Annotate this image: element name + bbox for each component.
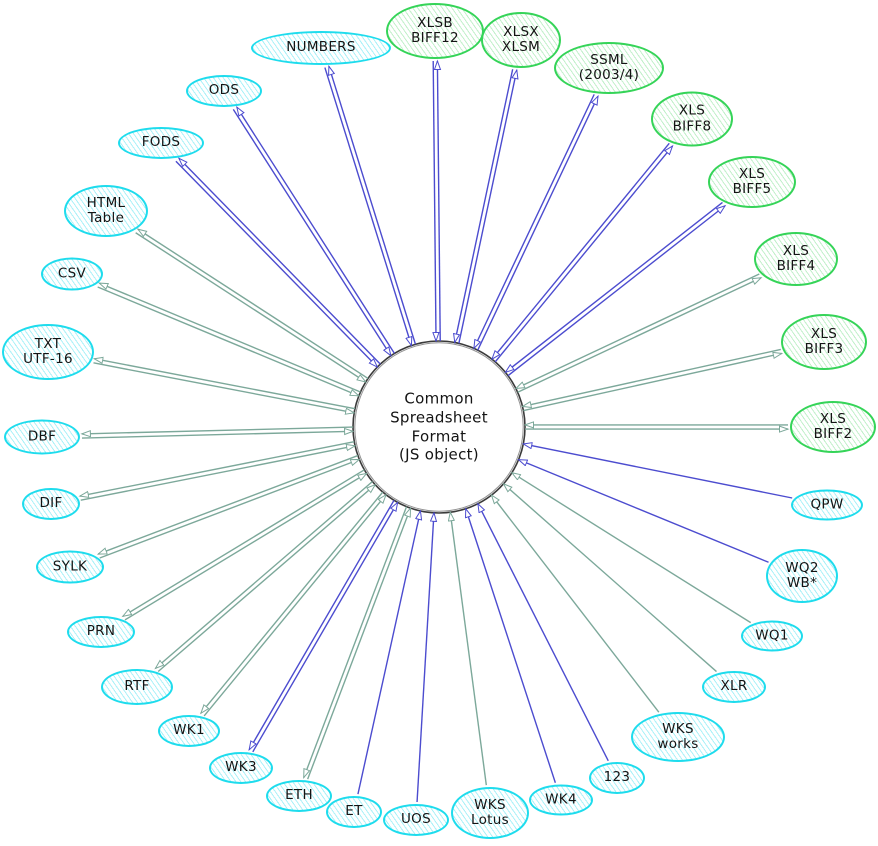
format-node-wks-works: WKS works bbox=[631, 712, 725, 762]
center-circle bbox=[352, 340, 526, 514]
edge-arrow bbox=[303, 506, 408, 778]
center-node-label: Common Spreadsheet Format (JS object) bbox=[390, 389, 488, 464]
format-node-eth: ETH bbox=[266, 780, 332, 812]
edge-arrow bbox=[455, 69, 514, 342]
format-node-dbf: DBF bbox=[4, 419, 80, 455]
edge-arrow bbox=[492, 142, 670, 359]
edge-arrow bbox=[523, 353, 781, 412]
format-node-txt: TXT UTF-16 bbox=[2, 324, 94, 380]
format-node-prn: PRN bbox=[67, 616, 135, 648]
edge-arrow bbox=[416, 513, 434, 803]
format-node-xlsb: XLSB BIFF12 bbox=[386, 3, 484, 59]
format-node-xls-biff5: XLS BIFF5 bbox=[708, 156, 796, 208]
edge-arrow bbox=[82, 426, 353, 434]
edge-arrow bbox=[507, 206, 725, 377]
format-node-dif: DIF bbox=[22, 488, 80, 520]
edge-arrow bbox=[138, 229, 369, 380]
format-node-ssml: SSML (2003/4) bbox=[554, 42, 664, 94]
edge-arrow bbox=[523, 444, 793, 499]
format-node-numbers: NUMBERS bbox=[251, 31, 391, 65]
edge-arrow bbox=[474, 94, 595, 348]
edge-arrow bbox=[237, 107, 396, 354]
edge-arrow bbox=[504, 484, 717, 673]
format-node-wq1: WQ1 bbox=[741, 620, 803, 652]
edge-arrow bbox=[517, 278, 761, 393]
edge-arrow bbox=[124, 473, 367, 621]
format-node-fods: FODS bbox=[118, 127, 204, 159]
edge-arrow bbox=[433, 61, 436, 341]
edge-arrow bbox=[523, 348, 781, 406]
format-node-123: 123 bbox=[589, 762, 645, 794]
edge-lines bbox=[80, 61, 793, 803]
edge-arrow bbox=[123, 469, 365, 617]
format-node-sylk: SYLK bbox=[36, 550, 104, 584]
format-node-et: ET bbox=[326, 796, 382, 828]
format-node-uos: UOS bbox=[383, 804, 449, 836]
edge-arrow bbox=[307, 508, 412, 780]
format-node-wk3: WK3 bbox=[209, 752, 273, 784]
format-node-qpw: QPW bbox=[791, 489, 863, 521]
edge-arrow bbox=[437, 61, 440, 341]
edge-arrow bbox=[201, 491, 384, 713]
format-node-html: HTML Table bbox=[64, 185, 148, 237]
edge-arrow bbox=[494, 146, 672, 363]
format-node-ods: ODS bbox=[186, 75, 262, 107]
edge-arrow bbox=[329, 66, 417, 345]
format-node-xlsx: XLSX XLSM bbox=[481, 12, 561, 68]
edge-arrow bbox=[80, 440, 355, 496]
format-node-wks-lotus: WKS Lotus bbox=[451, 787, 529, 839]
format-node-wk1: WK1 bbox=[158, 715, 220, 747]
edge-arrow bbox=[81, 431, 353, 439]
edge-arrow bbox=[512, 473, 752, 624]
format-node-xls-biff8: XLS BIFF8 bbox=[651, 91, 733, 147]
edge-arrow bbox=[175, 160, 377, 367]
edge-arrow bbox=[252, 502, 398, 753]
edge-arrow bbox=[99, 458, 360, 559]
edge-arrow bbox=[450, 512, 488, 786]
edge-arrow bbox=[98, 454, 359, 555]
format-node-wq2: WQ2 WB* bbox=[766, 549, 838, 603]
edge-arrow bbox=[203, 495, 386, 717]
edge-arrow bbox=[505, 201, 723, 372]
edge-arrow bbox=[157, 485, 375, 673]
edge-arrow bbox=[97, 286, 359, 397]
edge-arrow bbox=[519, 459, 769, 563]
edge-arrow bbox=[179, 158, 381, 365]
edge-arrow bbox=[478, 504, 609, 762]
edge-arrow bbox=[249, 499, 395, 749]
edge-arrow bbox=[93, 362, 354, 413]
format-node-rtf: RTF bbox=[101, 669, 173, 705]
edge-arrow bbox=[135, 232, 366, 382]
edge-arrow bbox=[458, 70, 517, 344]
edge-arrow bbox=[94, 359, 356, 410]
edge-arrow bbox=[232, 109, 391, 355]
format-node-wk4: WK4 bbox=[529, 784, 593, 816]
format-node-xls-biff4: XLS BIFF4 bbox=[754, 232, 838, 286]
edge-arrow bbox=[466, 509, 557, 783]
edge-arrow bbox=[80, 446, 355, 501]
edge-arrow bbox=[99, 282, 361, 393]
edge-arrow bbox=[492, 495, 660, 713]
format-node-xls-biff3: XLS BIFF3 bbox=[781, 314, 867, 370]
edge-arrow bbox=[324, 67, 412, 346]
edge-arrow bbox=[516, 273, 760, 389]
format-node-csv: CSV bbox=[41, 257, 103, 291]
edge-arrow bbox=[357, 511, 421, 795]
edge-arrow bbox=[477, 96, 598, 351]
format-node-xlr: XLR bbox=[702, 671, 766, 703]
format-node-xls-biff2: XLS BIFF2 bbox=[790, 401, 876, 453]
edge-arrow bbox=[155, 480, 373, 669]
